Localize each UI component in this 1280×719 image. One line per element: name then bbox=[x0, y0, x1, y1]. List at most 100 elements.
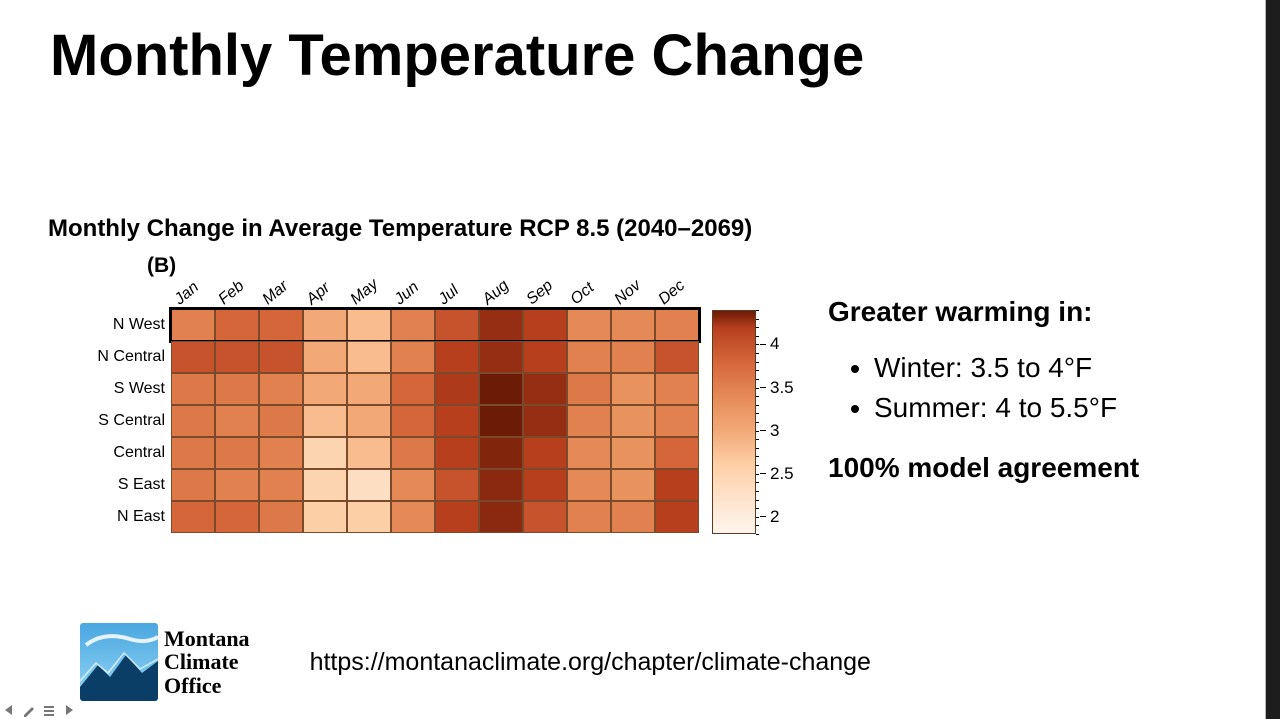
heatmap-cell bbox=[347, 405, 391, 437]
logo-line-1: Montana bbox=[164, 627, 250, 650]
heatmap-cell bbox=[523, 373, 567, 405]
heatmap-cell bbox=[567, 501, 611, 533]
colorbar-tick-label: 3 bbox=[770, 421, 779, 441]
heatmap-cell bbox=[611, 373, 655, 405]
heatmap-cell bbox=[215, 309, 259, 341]
heatmap-cell bbox=[259, 309, 303, 341]
x-label: Mar bbox=[259, 277, 292, 309]
heatmap-cell bbox=[171, 405, 215, 437]
x-label: Oct bbox=[567, 279, 598, 309]
colorbar-tick-label: 4 bbox=[770, 334, 779, 354]
x-label: Aug bbox=[479, 277, 512, 309]
heatmap-cell bbox=[611, 437, 655, 469]
heatmap-row-cells bbox=[171, 501, 699, 533]
heatmap-cell bbox=[567, 341, 611, 373]
heatmap-cell bbox=[567, 405, 611, 437]
heatmap-cell bbox=[523, 437, 567, 469]
heatmap-cell bbox=[479, 405, 523, 437]
page-title: Monthly Temperature Change bbox=[50, 22, 864, 89]
heatmap-cell bbox=[259, 469, 303, 501]
colorbar-tick-label: 3.5 bbox=[770, 378, 794, 398]
heatmap-cell bbox=[567, 373, 611, 405]
heatmap-row: N East bbox=[85, 501, 699, 533]
colorbar-gradient bbox=[712, 310, 756, 534]
heatmap-row: S Central bbox=[85, 405, 699, 437]
heatmap-cell bbox=[435, 405, 479, 437]
heatmap-cell bbox=[347, 373, 391, 405]
y-label: S East bbox=[85, 476, 171, 494]
heatmap-cell bbox=[171, 469, 215, 501]
heatmap-cell bbox=[303, 437, 347, 469]
heatmap-cell bbox=[479, 469, 523, 501]
footer-url: https://montanaclimate.org/chapter/clima… bbox=[310, 648, 871, 677]
nav-next-icon[interactable] bbox=[62, 703, 76, 717]
heatmap-grid: N West N Central S West S Central Central S E… bbox=[85, 309, 699, 533]
y-label: S Central bbox=[85, 412, 171, 430]
heatmap-chart: JanFebMarAprMayJunJulAugSepOctNovDec N W… bbox=[85, 275, 699, 533]
heatmap-cell bbox=[303, 405, 347, 437]
logo-text: Montana Climate Office bbox=[164, 627, 250, 696]
model-agreement: 100% model agreement bbox=[828, 452, 1139, 484]
heatmap-cell bbox=[655, 437, 699, 469]
summary-bullets: Winter: 3.5 to 4°FSummer: 4 to 5.5°F bbox=[828, 352, 1139, 424]
x-label: Nov bbox=[611, 277, 644, 309]
heatmap-cell bbox=[567, 437, 611, 469]
heatmap-cell bbox=[347, 469, 391, 501]
heatmap-cell bbox=[655, 309, 699, 341]
heatmap-cell bbox=[479, 501, 523, 533]
heatmap-cell bbox=[523, 309, 567, 341]
x-label: Jul bbox=[435, 282, 462, 309]
colorbar-tick-label: 2.5 bbox=[770, 464, 794, 484]
heatmap-cell bbox=[347, 437, 391, 469]
y-label: S West bbox=[85, 380, 171, 398]
heatmap-cell bbox=[215, 405, 259, 437]
y-label: N West bbox=[85, 316, 171, 334]
heatmap-cell bbox=[347, 309, 391, 341]
x-label: Dec bbox=[655, 277, 688, 309]
heatmap-cell bbox=[523, 405, 567, 437]
heatmap-cell bbox=[523, 469, 567, 501]
heatmap-cell bbox=[215, 341, 259, 373]
heatmap-cell bbox=[523, 341, 567, 373]
logo: Montana Climate Office bbox=[80, 623, 250, 701]
heatmap-cell bbox=[303, 341, 347, 373]
heatmap-cell bbox=[391, 469, 435, 501]
y-label: Central bbox=[85, 444, 171, 462]
heatmap-row: N Central bbox=[85, 341, 699, 373]
heatmap-cell bbox=[435, 469, 479, 501]
heatmap-cell bbox=[567, 469, 611, 501]
heatmap-cell bbox=[259, 501, 303, 533]
heatmap-cell bbox=[259, 405, 303, 437]
logo-line-2: Climate bbox=[164, 650, 250, 673]
heatmap-cell bbox=[611, 501, 655, 533]
heatmap-cell bbox=[303, 501, 347, 533]
colorbar-tick-label: 2 bbox=[770, 507, 779, 527]
heatmap-cell bbox=[611, 341, 655, 373]
x-label: Jan bbox=[171, 279, 202, 309]
x-label: Feb bbox=[215, 277, 248, 309]
nav-prev-icon[interactable] bbox=[2, 703, 16, 717]
heatmap-row: S West bbox=[85, 373, 699, 405]
y-label: N Central bbox=[85, 348, 171, 366]
heatmap-row-cells bbox=[171, 309, 699, 341]
heatmap-cell bbox=[303, 309, 347, 341]
heatmap-row: S East bbox=[85, 469, 699, 501]
heatmap-cell bbox=[303, 469, 347, 501]
logo-icon bbox=[80, 623, 158, 701]
nav-menu-icon[interactable] bbox=[42, 703, 56, 717]
heatmap-row-cells bbox=[171, 437, 699, 469]
heatmap-cell bbox=[215, 437, 259, 469]
heatmap-cell bbox=[347, 341, 391, 373]
summary-text: Greater warming in: Winter: 3.5 to 4°FSu… bbox=[828, 296, 1139, 484]
heatmap-cell bbox=[435, 501, 479, 533]
footer: Montana Climate Office https://montanacl… bbox=[80, 623, 871, 701]
heatmap-cell bbox=[479, 341, 523, 373]
heatmap-cell bbox=[303, 373, 347, 405]
heatmap-cell bbox=[259, 341, 303, 373]
heatmap-cell bbox=[391, 341, 435, 373]
heatmap-row-cells bbox=[171, 469, 699, 501]
nav-pen-icon[interactable] bbox=[22, 703, 36, 717]
heatmap-cell bbox=[523, 501, 567, 533]
heatmap-cell bbox=[171, 437, 215, 469]
heatmap-cell bbox=[259, 373, 303, 405]
